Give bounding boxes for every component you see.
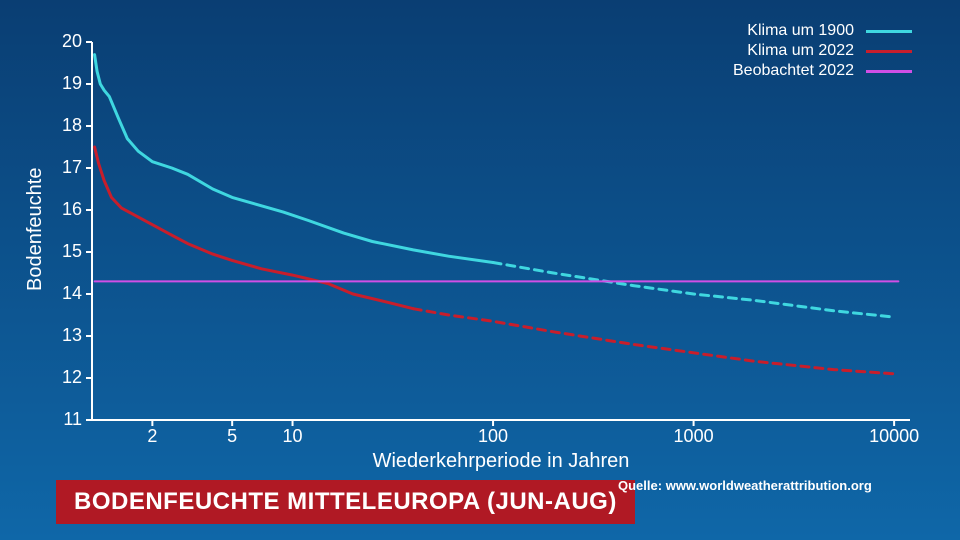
y-tick-label: 16 (62, 199, 82, 220)
legend-row: Beobachtet 2022 (733, 62, 912, 80)
y-tick-label: 19 (62, 73, 82, 94)
source-url: www.worldweatherattribution.org (666, 478, 872, 493)
title-text: BODENFEUCHTE MITTELEUROPA (JUN-AUG) (74, 488, 617, 515)
legend-swatch (866, 70, 912, 73)
source-label: Quelle: (618, 478, 662, 493)
y-axis-label: Bodenfeuchte (24, 168, 47, 291)
legend-label: Klima um 2022 (747, 42, 854, 60)
series-line (95, 147, 414, 309)
legend-swatch (866, 30, 912, 33)
y-tick-label: 12 (62, 367, 82, 388)
source-text: Quelle: www.worldweatherattribution.org (618, 478, 872, 493)
y-tick-label: 11 (63, 409, 82, 430)
x-axis-label: Wiederkehrperiode in Jahren (92, 450, 910, 473)
legend-label: Klima um 1900 (747, 22, 854, 40)
legend-row: Klima um 2022 (733, 42, 912, 60)
y-tick-label: 18 (62, 115, 82, 136)
legend-label: Beobachtet 2022 (733, 62, 854, 80)
chart-canvas: Klima um 1900 Klima um 2022 Beobachtet 202… (0, 0, 960, 540)
x-tick-label: 5 (202, 426, 262, 447)
x-tick-label: 1000 (664, 426, 724, 447)
y-tick-label: 14 (62, 283, 82, 304)
y-tick-label: 20 (62, 31, 82, 52)
legend-row: Klima um 1900 (733, 22, 912, 40)
series-line (95, 55, 493, 263)
y-tick-label: 17 (62, 157, 82, 178)
legend: Klima um 1900 Klima um 2022 Beobachtet 202… (733, 22, 912, 82)
x-tick-label: 10 (263, 426, 323, 447)
y-tick-label: 13 (62, 325, 82, 346)
title-banner: BODENFEUCHTE MITTELEUROPA (JUN-AUG) (56, 480, 635, 524)
series-line-dashed (413, 309, 894, 374)
x-tick-label: 10000 (864, 426, 924, 447)
x-tick-label: 100 (463, 426, 523, 447)
y-tick-label: 15 (62, 241, 82, 262)
legend-swatch (866, 50, 912, 53)
series-line-dashed (493, 263, 894, 318)
x-tick-label: 2 (122, 426, 182, 447)
